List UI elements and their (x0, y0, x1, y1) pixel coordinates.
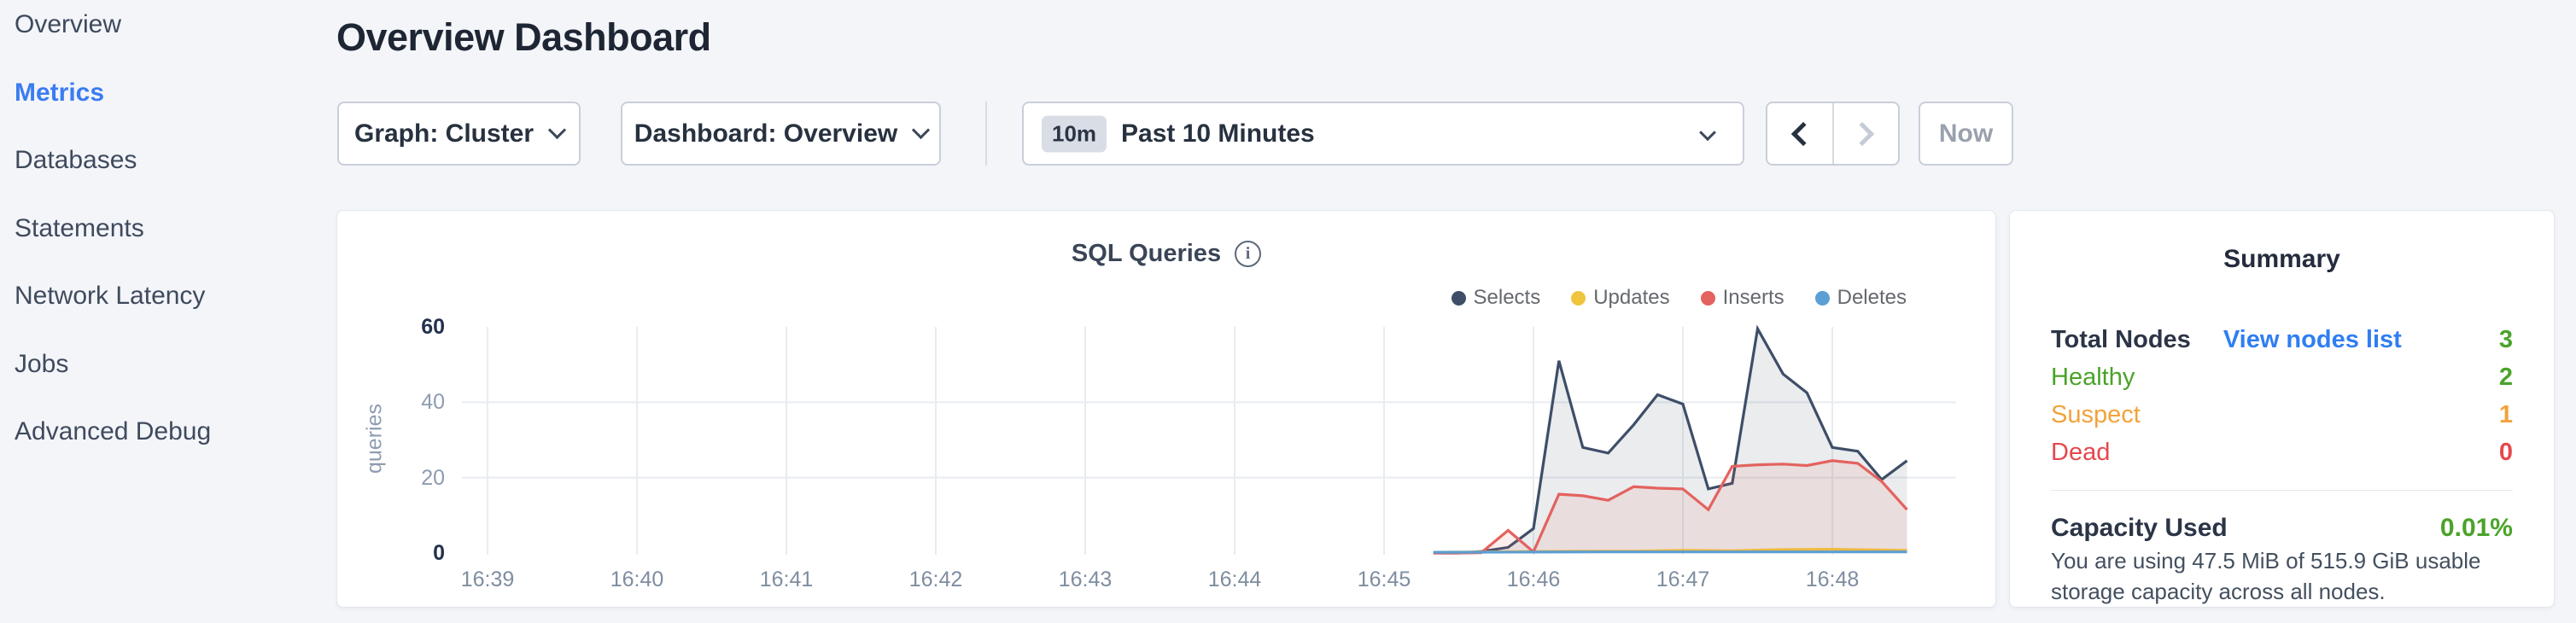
time-range-label: Past 10 Minutes (1121, 119, 1315, 148)
sql-queries-chart-panel: SQL Queries i Selects Updates Inserts Delet… (336, 210, 1996, 608)
sidebar-item-metrics[interactable]: Metrics (15, 78, 105, 107)
sidebar-item-advanced-debug[interactable]: Advanced Debug (15, 417, 212, 445)
time-step-forward-button[interactable] (1831, 103, 1899, 164)
sidebar-item-databases[interactable]: Databases (15, 146, 137, 174)
view-nodes-list-link[interactable]: View nodes list (2223, 325, 2402, 353)
x-axis-tick-16-45: 16:45 (1357, 568, 1411, 591)
x-axis-tick-16-47: 16:47 (1656, 568, 1710, 591)
legend-dot-icon (1571, 290, 1586, 306)
page-title: Overview Dashboard (336, 15, 711, 59)
summary-row-label: Suspect (2051, 400, 2141, 428)
y-axis-tick-60: 60 (421, 314, 445, 339)
chart-title: SQL Queries (1071, 239, 1222, 267)
sidebar-item-overview[interactable]: Overview (15, 10, 122, 38)
x-axis-tick-16-39: 16:39 (460, 568, 515, 591)
chevron-left-icon (1790, 121, 1815, 146)
x-axis-tick-16-41: 16:41 (759, 568, 814, 591)
summary-row-total-nodes: Total Nodes View nodes list 3 (2051, 323, 2513, 357)
summary-row-label: Dead (2051, 438, 2111, 466)
summary-row-value: 2 (2498, 363, 2513, 391)
legend-entry-selects: Selects (1451, 286, 1541, 310)
time-range-selector[interactable]: 10m Past 10 Minutes (1022, 102, 1744, 166)
x-axis-tick-16-44: 16:44 (1207, 568, 1262, 591)
legend-entry-deletes: Deletes (1814, 286, 1907, 310)
y-axis-tick-20: 20 (421, 465, 445, 490)
info-icon[interactable]: i (1235, 240, 1262, 267)
legend-dot-icon (1451, 290, 1466, 306)
summary-row-value: 3 (2498, 325, 2513, 353)
now-button[interactable]: Now (1919, 102, 2013, 166)
x-axis-tick-16-48: 16:48 (1805, 568, 1860, 591)
chevron-down-icon (1699, 123, 1716, 141)
capacity-used-value: 0.01% (2439, 514, 2513, 542)
series-inserts-line (1433, 459, 1908, 555)
time-step-buttons (1766, 102, 1900, 166)
chevron-down-icon (912, 120, 931, 140)
legend-dot-icon (1700, 290, 1715, 306)
sidebar-item-statements[interactable]: Statements (15, 213, 144, 242)
legend-dot-icon (1814, 290, 1830, 306)
sidebar-item-network-latency[interactable]: Network Latency (15, 282, 206, 310)
legend-entry-inserts: Inserts (1700, 286, 1785, 310)
sidebar-item-jobs[interactable]: Jobs (15, 349, 69, 378)
time-step-back-button[interactable] (1767, 103, 1832, 164)
series-selects-line (1433, 324, 1908, 555)
summary-row-label: Healthy (2051, 363, 2135, 391)
x-axis-tick-16-46: 16:46 (1506, 568, 1561, 591)
dashboard-dropdown[interactable]: Dashboard: Overview (621, 102, 941, 166)
chevron-right-icon (1850, 121, 1875, 146)
summary-row-healthy: Healthy 2 (2051, 360, 2513, 394)
summary-row-value: 0 (2498, 438, 2513, 466)
x-axis-tick-16-40: 16:40 (610, 568, 664, 591)
summary-title: Summary (2223, 245, 2340, 273)
chevron-down-icon (547, 120, 567, 140)
sidebar: Overview Metrics Databases Statements Networ… (0, 0, 324, 623)
summary-panel: Summary Total Nodes View nodes list 3 Healt… (2009, 210, 2555, 608)
legend-label: Updates (1593, 286, 1670, 309)
legend-label: Deletes (1837, 286, 1907, 309)
series-selects-area (1433, 329, 1907, 553)
time-range-badge: 10m (1042, 115, 1107, 152)
summary-row-value: 1 (2498, 400, 2513, 428)
series-inserts-area (1433, 460, 1907, 553)
legend-entry-updates: Updates (1571, 286, 1670, 310)
chart-legend: Selects Updates Inserts Deletes (1451, 284, 1907, 312)
x-axis-tick-16-43: 16:43 (1058, 568, 1113, 591)
now-button-label: Now (1938, 119, 1994, 148)
y-axis-tick-0: 0 (433, 541, 445, 565)
dashboard-dropdown-label: Dashboard: Overview (634, 119, 898, 148)
legend-label: Inserts (1722, 286, 1785, 309)
summary-row-label: Total Nodes (2051, 325, 2191, 353)
graph-scope-dropdown-label: Graph: Cluster (353, 119, 534, 148)
sql-queries-plot[interactable] (462, 324, 1956, 559)
graph-scope-dropdown[interactable]: Graph: Cluster (337, 102, 581, 166)
capacity-used-description: You are using 47.5 MiB of 515.9 GiB usab… (2051, 548, 2481, 604)
legend-label: Selects (1473, 286, 1541, 309)
summary-row-dead: Dead 0 (2051, 435, 2513, 469)
summary-row-suspect: Suspect 1 (2051, 398, 2513, 432)
summary-divider (2051, 490, 2513, 491)
toolbar-divider (985, 102, 987, 166)
capacity-used-label: Capacity Used (2051, 514, 2228, 542)
y-axis-tick-40: 40 (421, 390, 445, 415)
x-axis-tick-16-42: 16:42 (908, 568, 963, 591)
